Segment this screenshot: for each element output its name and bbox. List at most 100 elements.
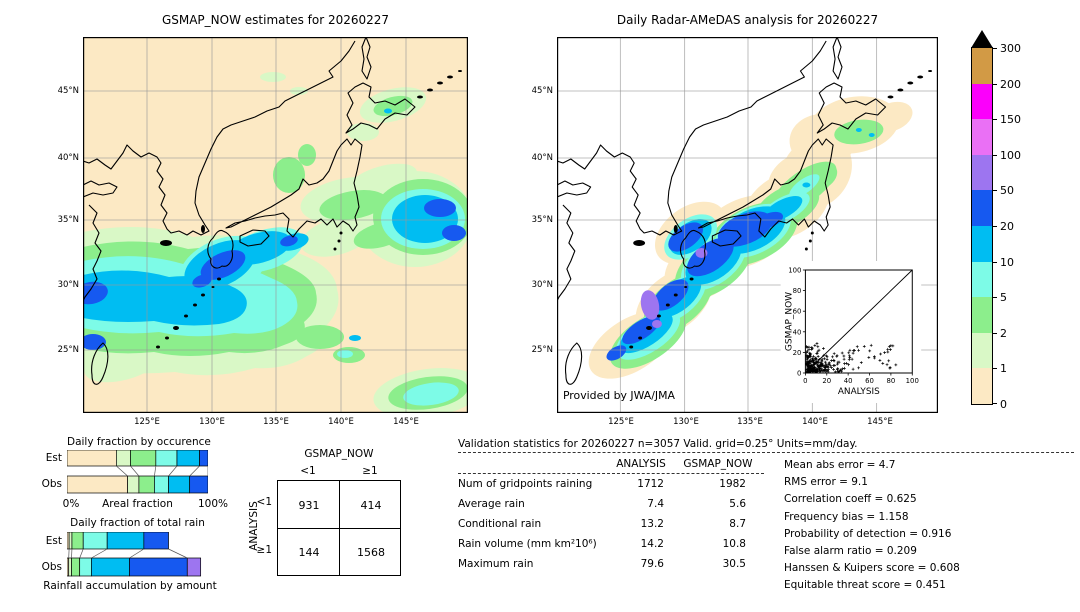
x-tick-label: 145°E — [867, 417, 893, 427]
island — [165, 336, 169, 340]
gsmap-now-map-canvas — [83, 37, 468, 413]
contingency-cell-hits: 1568 — [357, 545, 385, 559]
rain-contour — [260, 72, 286, 82]
statistics-label: Rain volume (mm km²10⁶) — [458, 538, 597, 550]
colorbar-segment — [972, 119, 992, 156]
statistics-gsmap: 30.5 — [722, 558, 746, 570]
colorbar-segment — [972, 332, 992, 369]
rain-colorbar: 300 200 150 100 50 20 10 5 2 1 0 — [971, 30, 1021, 410]
inset-x-tick-label: 40 — [844, 377, 853, 385]
rain-contour — [811, 164, 838, 190]
occurrence-axis-min: 0% — [62, 498, 80, 510]
rain-contour — [319, 190, 387, 220]
x-tick-label: 125°E — [608, 417, 634, 427]
colorbar-segment — [972, 48, 992, 85]
bar-segment — [130, 450, 157, 467]
y-tick-label: 40°N — [57, 153, 79, 163]
inset-y-tick-label: 100 — [788, 266, 801, 274]
colorbar-tick — [993, 48, 997, 49]
totalrain-fraction-chart: Daily fraction of total rain Est Obs Rai… — [20, 514, 240, 598]
statistics-row: Rain volume (mm km²10⁶) 14.2 10.8 — [458, 534, 764, 554]
colorbar-tick-label: 300 — [1000, 42, 1021, 55]
rain-contour — [868, 133, 875, 137]
score-line: Probability of detection = 0.916 — [784, 527, 952, 540]
occurrence-bars — [67, 450, 208, 494]
y-tick-label: 40°N — [531, 153, 553, 163]
rain-contour — [280, 235, 298, 247]
colorbar-tick — [993, 119, 997, 121]
inset-x-tick-label: 80 — [886, 377, 895, 385]
bar-segment — [79, 557, 92, 577]
island — [156, 345, 160, 349]
colorbar-segment — [972, 226, 992, 263]
coastline — [91, 342, 109, 385]
connector-line — [79, 548, 84, 559]
coastline — [680, 229, 706, 269]
connector-line — [130, 465, 140, 477]
colorbar-segment — [972, 297, 992, 334]
rain-contour — [695, 248, 708, 258]
bar-segment — [129, 557, 188, 577]
totalrain-bars — [67, 532, 202, 577]
coastline — [832, 37, 843, 80]
map-frame — [557, 37, 938, 413]
colorbar-tick-label: 5 — [1000, 291, 1007, 305]
bar-segment — [91, 557, 130, 577]
coastline — [816, 82, 887, 134]
rain-contour — [296, 325, 344, 349]
connector-line — [91, 548, 108, 559]
coastline — [207, 229, 234, 269]
y-tick-label: 30°N — [57, 280, 79, 290]
island — [810, 231, 814, 235]
coastline — [225, 138, 363, 238]
colorbar-tick-label: 150 — [1000, 113, 1021, 127]
statistics-label: Conditional rain — [458, 518, 542, 530]
statistics-gsmap: 10.8 — [722, 538, 746, 550]
y-tick-label: 35°N — [57, 215, 79, 225]
colorbar-tick-label: 50 — [1000, 184, 1014, 198]
rain-contour — [442, 225, 466, 241]
bar-segment — [68, 532, 73, 550]
island — [646, 326, 653, 330]
colorbar-tick — [993, 332, 997, 334]
score-line: Hanssen & Kuipers score = 0.608 — [784, 562, 960, 575]
statistics-gsmap: 5.6 — [729, 498, 746, 510]
occurrence-est-label: Est — [45, 452, 62, 464]
x-tick-label: 140°E — [328, 417, 354, 427]
island — [201, 293, 205, 297]
island — [184, 314, 188, 318]
island — [665, 303, 670, 307]
island — [447, 75, 453, 79]
island — [887, 95, 894, 99]
statistics-row: Num of gridpoints raining 1712 1982 — [458, 474, 764, 494]
statistics-col-gsmap: GSMAP_NOW — [683, 457, 753, 470]
contingency-row-label-ge1: ≥1 — [256, 544, 272, 556]
right-map-title: Daily Radar-AMeDAS analysis for 20260227 — [616, 13, 879, 27]
colorbar-tick — [993, 83, 997, 85]
contingency-row-title: ANALYSIS — [248, 501, 260, 551]
statistics-analysis: 79.6 — [640, 558, 664, 570]
island — [333, 247, 337, 251]
rain-contour — [349, 335, 361, 341]
y-tick-label: 35°N — [531, 215, 553, 225]
island — [656, 314, 661, 318]
score-line: Correlation coeff = 0.625 — [784, 493, 917, 506]
contingency-col-label-lt1: <1 — [300, 465, 316, 477]
colorbar-tick — [993, 261, 997, 263]
bar-segment — [68, 557, 72, 577]
bar-segment — [127, 475, 140, 494]
x-tick-label: 145°E — [393, 417, 419, 427]
rain-contour — [192, 274, 212, 288]
bar-segment — [71, 557, 81, 577]
totalrain-obs-label: Obs — [41, 561, 62, 573]
inset-xlabel: ANALYSIS — [838, 387, 880, 397]
radar-amedas-map-canvas: 00 20 20 40 40 60 60 80 80 100 100 ANALYSIS GSMAP_NO… — [557, 37, 938, 413]
identity-line — [805, 269, 913, 374]
colorbar-tick-label: 200 — [1000, 77, 1021, 91]
inset-y-tick-label: 80 — [793, 287, 802, 295]
score-line: Frequency bias = 1.158 — [784, 510, 909, 523]
rain-contour — [622, 315, 661, 345]
connector-line — [129, 548, 145, 559]
statistics-gsmap: 8.7 — [729, 518, 746, 530]
